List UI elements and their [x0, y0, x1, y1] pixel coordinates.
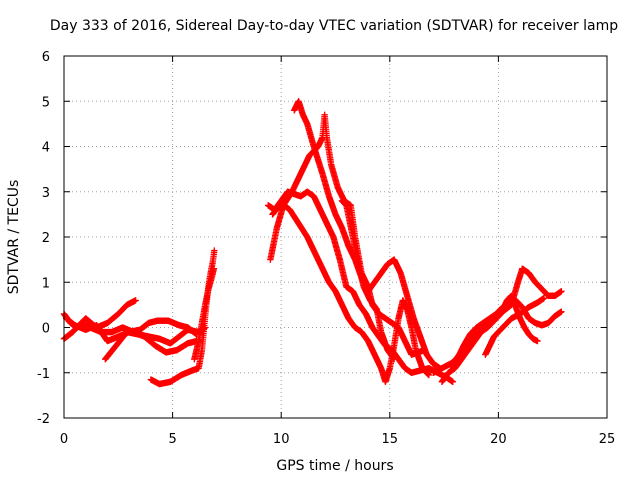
y-tick-label: 1	[42, 276, 50, 291]
series-track-4	[102, 324, 209, 363]
y-tick-label: 2	[42, 231, 50, 246]
data-point	[132, 297, 139, 304]
series-track-8	[291, 98, 443, 372]
data-point	[211, 247, 218, 254]
data-point	[558, 308, 565, 315]
y-tick-label: 4	[42, 141, 50, 156]
data-marks	[60, 98, 565, 388]
y-tick-label: 6	[42, 50, 50, 65]
series-track-11	[338, 197, 398, 363]
data-point	[540, 294, 548, 302]
series-track-14	[447, 265, 565, 370]
series-track-15	[482, 294, 548, 358]
y-tick-label: 3	[42, 186, 50, 201]
y-tick-label: 0	[42, 322, 50, 337]
series-track-3	[62, 315, 200, 345]
x-tick-label: 20	[490, 432, 507, 447]
x-tick-label: 25	[599, 432, 616, 447]
data-point	[210, 265, 218, 272]
data-point	[425, 371, 433, 379]
y-tick-label: -1	[37, 367, 50, 382]
chart-title: Day 333 of 2016, Sidereal Day-to-day VTE…	[50, 18, 618, 34]
y-tick-label: -2	[37, 412, 50, 427]
series-track-6	[191, 265, 218, 363]
x-tick-label: 10	[273, 432, 290, 447]
x-tick-label: 0	[60, 432, 68, 447]
data-point	[558, 288, 565, 295]
y-tick-label: 5	[42, 95, 50, 110]
y-axis-label: SDTVAR / TECUs	[6, 180, 22, 295]
x-tick-label: 15	[382, 432, 399, 447]
data-point	[534, 337, 541, 345]
data-point	[449, 378, 456, 385]
data-point	[390, 355, 398, 363]
series-track-5	[147, 247, 218, 388]
x-tick-label: 5	[168, 432, 176, 447]
x-axis-label: GPS time / hours	[276, 458, 393, 474]
axis-ticks: 0 5 10 15 20 25 -2 -1 0 1 2 3 4 5 6	[37, 50, 615, 447]
